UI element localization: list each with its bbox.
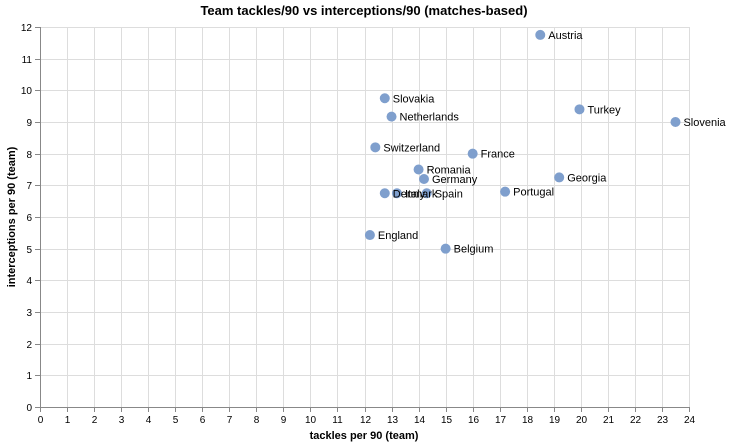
data-point-label: France xyxy=(481,149,515,161)
data-point xyxy=(467,148,478,159)
x-axis-title: tackles per 90 (team) xyxy=(310,430,419,442)
x-tick-label: 19 xyxy=(549,415,561,426)
x-tick-label: 6 xyxy=(200,415,206,426)
data-point-label: Georgia xyxy=(567,172,607,184)
y-tick-label: 5 xyxy=(26,245,32,256)
data-point xyxy=(364,230,375,241)
axes-layer: 0 1 2 3 4 5 6 7 8 9 10 11 12 13 14 15 16 17 18 19 20 21 22 23 24… xyxy=(21,23,696,426)
y-tick-label: 7 xyxy=(26,181,32,192)
x-tick-label: 4 xyxy=(146,415,152,426)
x-tick-label: 12 xyxy=(360,415,372,426)
data-point xyxy=(379,93,390,104)
x-tick-label: 24 xyxy=(684,415,696,426)
x-tick-label: 20 xyxy=(576,415,588,426)
points-layer xyxy=(364,29,681,254)
point-labels-layer: Austria Slovakia Netherlands Turkey Slovenia… xyxy=(378,30,727,256)
data-point xyxy=(418,174,429,184)
data-point xyxy=(421,188,432,199)
data-point-label: Switzerland xyxy=(383,142,440,154)
x-tick-label: 22 xyxy=(630,415,642,426)
data-point-label: Austria xyxy=(548,30,583,42)
data-point-label: Italy xyxy=(405,188,426,200)
x-tick-label: 9 xyxy=(281,415,287,426)
x-tick-label: 14 xyxy=(414,415,426,426)
y-tick-label: 0 xyxy=(26,403,32,414)
x-tick-label: 1 xyxy=(65,415,71,426)
data-point-label: Romania xyxy=(427,165,472,177)
y-tick-label: 11 xyxy=(22,55,33,66)
y-tick-label: 4 xyxy=(26,276,32,287)
data-point xyxy=(670,117,681,127)
data-point-label: Denmark xyxy=(393,188,438,200)
y-tick-label: 6 xyxy=(26,213,32,224)
x-tick-label: 21 xyxy=(603,415,615,426)
chart-title: Team tackles/90 vs interceptions/90 (mat… xyxy=(200,3,527,18)
data-point xyxy=(535,29,546,40)
data-point xyxy=(391,188,402,199)
data-point-label: England xyxy=(378,230,418,242)
data-point xyxy=(554,172,565,183)
x-tick-label: 16 xyxy=(468,415,480,426)
y-tick-label: 9 xyxy=(26,118,32,129)
x-tick-label: 18 xyxy=(522,415,534,426)
data-point xyxy=(379,188,390,199)
data-point xyxy=(386,111,397,122)
x-tick-label: 3 xyxy=(119,415,125,426)
data-point xyxy=(500,186,511,197)
x-tick-label: 5 xyxy=(173,415,179,426)
y-tick-label: 10 xyxy=(21,86,33,97)
data-point-label: Portugal xyxy=(513,187,554,199)
y-tick-label: 8 xyxy=(26,150,32,161)
y-tick-label: 2 xyxy=(26,340,32,351)
x-tick-label: 0 xyxy=(38,415,44,426)
data-point-label: Netherlands xyxy=(400,112,460,124)
data-point xyxy=(370,142,381,153)
data-point-label: Spain xyxy=(435,188,463,200)
data-point xyxy=(440,243,451,254)
x-tick-label: 10 xyxy=(305,415,317,426)
y-tick-label: 12 xyxy=(21,23,33,34)
grid-layer xyxy=(40,27,690,408)
y-tick-label: 1 xyxy=(26,371,32,382)
x-tick-label: 2 xyxy=(92,415,98,426)
data-point-label: Slovenia xyxy=(683,117,726,129)
x-tick-label: 11 xyxy=(332,415,343,426)
x-tick-label: 8 xyxy=(254,415,260,426)
data-point xyxy=(413,164,424,175)
data-point-label: Slovakia xyxy=(393,93,435,105)
data-point-label: Belgium xyxy=(454,244,494,256)
x-tick-label: 23 xyxy=(657,415,669,426)
data-point-label: Germany xyxy=(432,174,478,186)
x-tick-label: 15 xyxy=(441,415,453,426)
data-point-label: Turkey xyxy=(587,104,621,116)
y-axis-title: interceptions per 90 (team) xyxy=(6,146,18,287)
x-tick-label: 7 xyxy=(227,415,233,426)
x-tick-label: 13 xyxy=(387,415,399,426)
y-tick-label: 3 xyxy=(26,308,32,319)
x-tick-label: 17 xyxy=(495,415,507,426)
data-point xyxy=(574,104,585,115)
